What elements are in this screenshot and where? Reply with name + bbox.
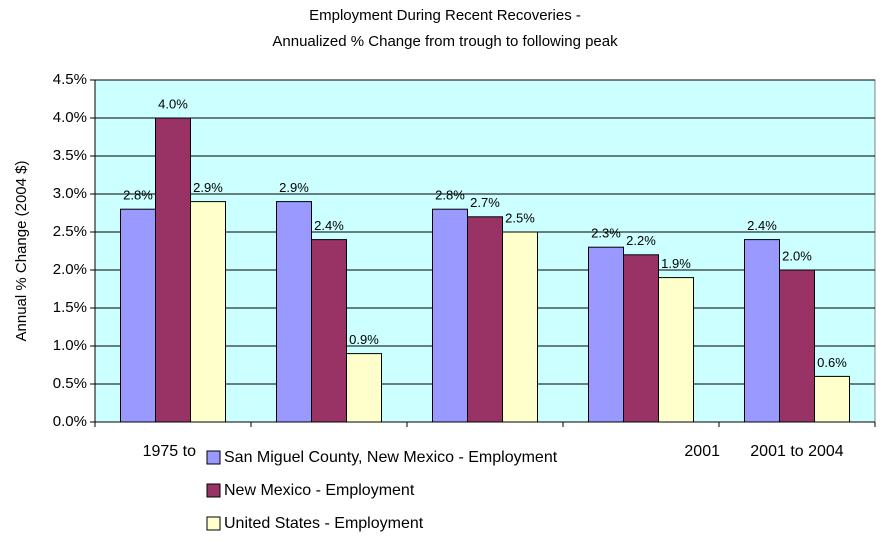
data-label: 2.8% xyxy=(435,188,465,203)
legend-swatch xyxy=(206,483,221,498)
x-tick-label: 1975 to xyxy=(143,443,196,460)
y-tick-label: 3.0% xyxy=(53,185,87,202)
chart-title: Employment During Recent Recoveries - xyxy=(309,7,581,24)
y-tick-label: 2.5% xyxy=(53,223,87,240)
bar xyxy=(467,216,503,423)
data-label: 0.6% xyxy=(817,355,847,370)
bar xyxy=(502,231,538,423)
bar xyxy=(346,353,382,423)
y-tick-label: 1.5% xyxy=(53,299,87,316)
bar xyxy=(432,208,468,423)
bar xyxy=(155,117,191,423)
y-tick-label: 0.5% xyxy=(53,375,87,392)
legend-swatch xyxy=(206,516,221,531)
y-tick-label: 4.0% xyxy=(53,109,87,126)
y-tick-label: 4.5% xyxy=(53,71,87,88)
data-label: 2.9% xyxy=(193,180,223,195)
bar xyxy=(120,208,156,423)
y-tick-label: 2.0% xyxy=(53,261,87,278)
x-tick-label: 2001 to 2004 xyxy=(750,443,844,460)
data-label: 2.4% xyxy=(314,218,344,233)
data-label: 0.9% xyxy=(349,332,379,347)
data-label: 2.0% xyxy=(782,248,812,263)
legend-box xyxy=(200,440,505,540)
legend-label: San Miguel County, New Mexico - Employme… xyxy=(224,449,558,466)
bar xyxy=(814,375,850,423)
bar xyxy=(744,239,780,423)
data-label: 2.9% xyxy=(279,180,309,195)
data-label: 4.0% xyxy=(158,96,188,111)
y-tick-label: 3.5% xyxy=(53,147,87,164)
data-label: 1.9% xyxy=(661,256,691,271)
data-label: 2.5% xyxy=(505,210,535,225)
y-axis-label: Annual % Change (2004 $) xyxy=(13,161,30,342)
chart-title: Annualized % Change from trough to follo… xyxy=(272,33,618,50)
data-label: 2.8% xyxy=(123,188,153,203)
bar xyxy=(588,246,624,423)
bar xyxy=(658,277,694,423)
y-tick-label: 1.0% xyxy=(53,337,87,354)
legend-label: New Mexico - Employment xyxy=(224,482,415,499)
y-tick-label: 0.0% xyxy=(53,413,87,430)
data-label: 2.2% xyxy=(626,233,656,248)
bar xyxy=(623,254,659,423)
x-tick-label: 2001 xyxy=(684,443,720,460)
data-label: 2.7% xyxy=(470,195,500,210)
legend-swatch xyxy=(206,450,221,465)
bar xyxy=(190,201,226,423)
bar xyxy=(276,201,312,423)
legend-label: United States - Employment xyxy=(224,515,424,532)
bar xyxy=(779,269,815,423)
data-label: 2.4% xyxy=(747,218,777,233)
bar xyxy=(311,239,347,423)
data-label: 2.3% xyxy=(591,226,621,241)
